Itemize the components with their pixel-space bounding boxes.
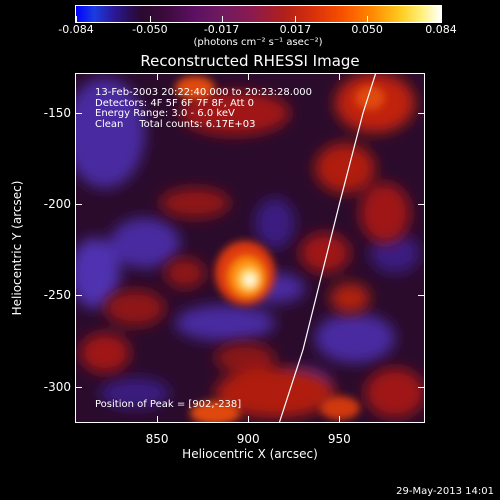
y-tick-mark [75,295,82,297]
peak-source [175,76,385,423]
y-tick-mark [418,113,425,115]
y-tick-label: -250 [43,288,71,303]
solar-limb [278,73,377,423]
peak-position: Position of Peak = [902,-238] [95,399,242,410]
timestamp: 29-May-2013 14:01 [396,486,494,497]
colorbar-tick-label: 0.050 [351,23,383,36]
colorbar-tick [367,16,369,22]
detectors: Detectors: 4F 5F 6F 7F 8F, Att 0 [95,97,255,109]
x-tick-label: 950 [327,432,351,446]
colorbar-tick-label: -0.050 [132,23,168,36]
y-tick-label: -200 [43,197,71,212]
colorbar-tick-label: 0.017 [279,23,312,36]
y-tick-mark [75,386,82,388]
colorbar-tick-label: -0.017 [203,23,240,36]
colorbar-tick [441,16,442,22]
y-tick-label: -150 [43,106,71,121]
x-tick-mark [339,73,341,80]
y-axis-label: Heliocentric Y (arcsec) [10,180,24,316]
heatmap-svg [75,73,425,423]
x-tick-mark [248,416,250,423]
y-tick-label: -300 [43,379,71,394]
plot-title: Reconstructed RHESSI Image [140,52,360,70]
colorbar-tick-label: -0.084 [58,23,94,36]
colorbar-tick [221,16,223,22]
clean-counts: Clean Total counts: 6.17E+03 [95,118,256,130]
x-tick-label: 900 [236,432,260,446]
colorbar-tick [295,16,297,22]
x-tick-mark [339,416,341,423]
colorbar-tick [76,16,77,22]
colorbar-units: (photons cm⁻² s⁻¹ asec⁻²) [193,37,323,48]
x-tick-mark [248,73,250,80]
y-tick-mark [75,204,82,206]
x-tick-label: 850 [145,432,169,446]
info-text: 13-Feb-2003 20:22:40.000 to 20:23:28.000… [95,87,313,130]
time-range: 13-Feb-2003 20:22:40.000 to 20:23:28.000 [95,87,313,98]
y-tick-mark [418,386,425,388]
x-tick-mark [157,73,159,80]
x-axis-label: Heliocentric X (arcsec) [182,447,318,461]
colorbar-tick-label: 0.084 [425,23,457,36]
x-tick-mark [157,416,159,423]
y-tick-mark [418,204,425,206]
rhessi-image [75,73,425,423]
colorbar-tick [149,16,151,22]
energy-range: Energy Range: 3.0 - 6.0 keV [95,108,235,119]
y-tick-mark [75,113,82,115]
y-tick-mark [418,295,425,297]
colorbar [75,5,442,23]
